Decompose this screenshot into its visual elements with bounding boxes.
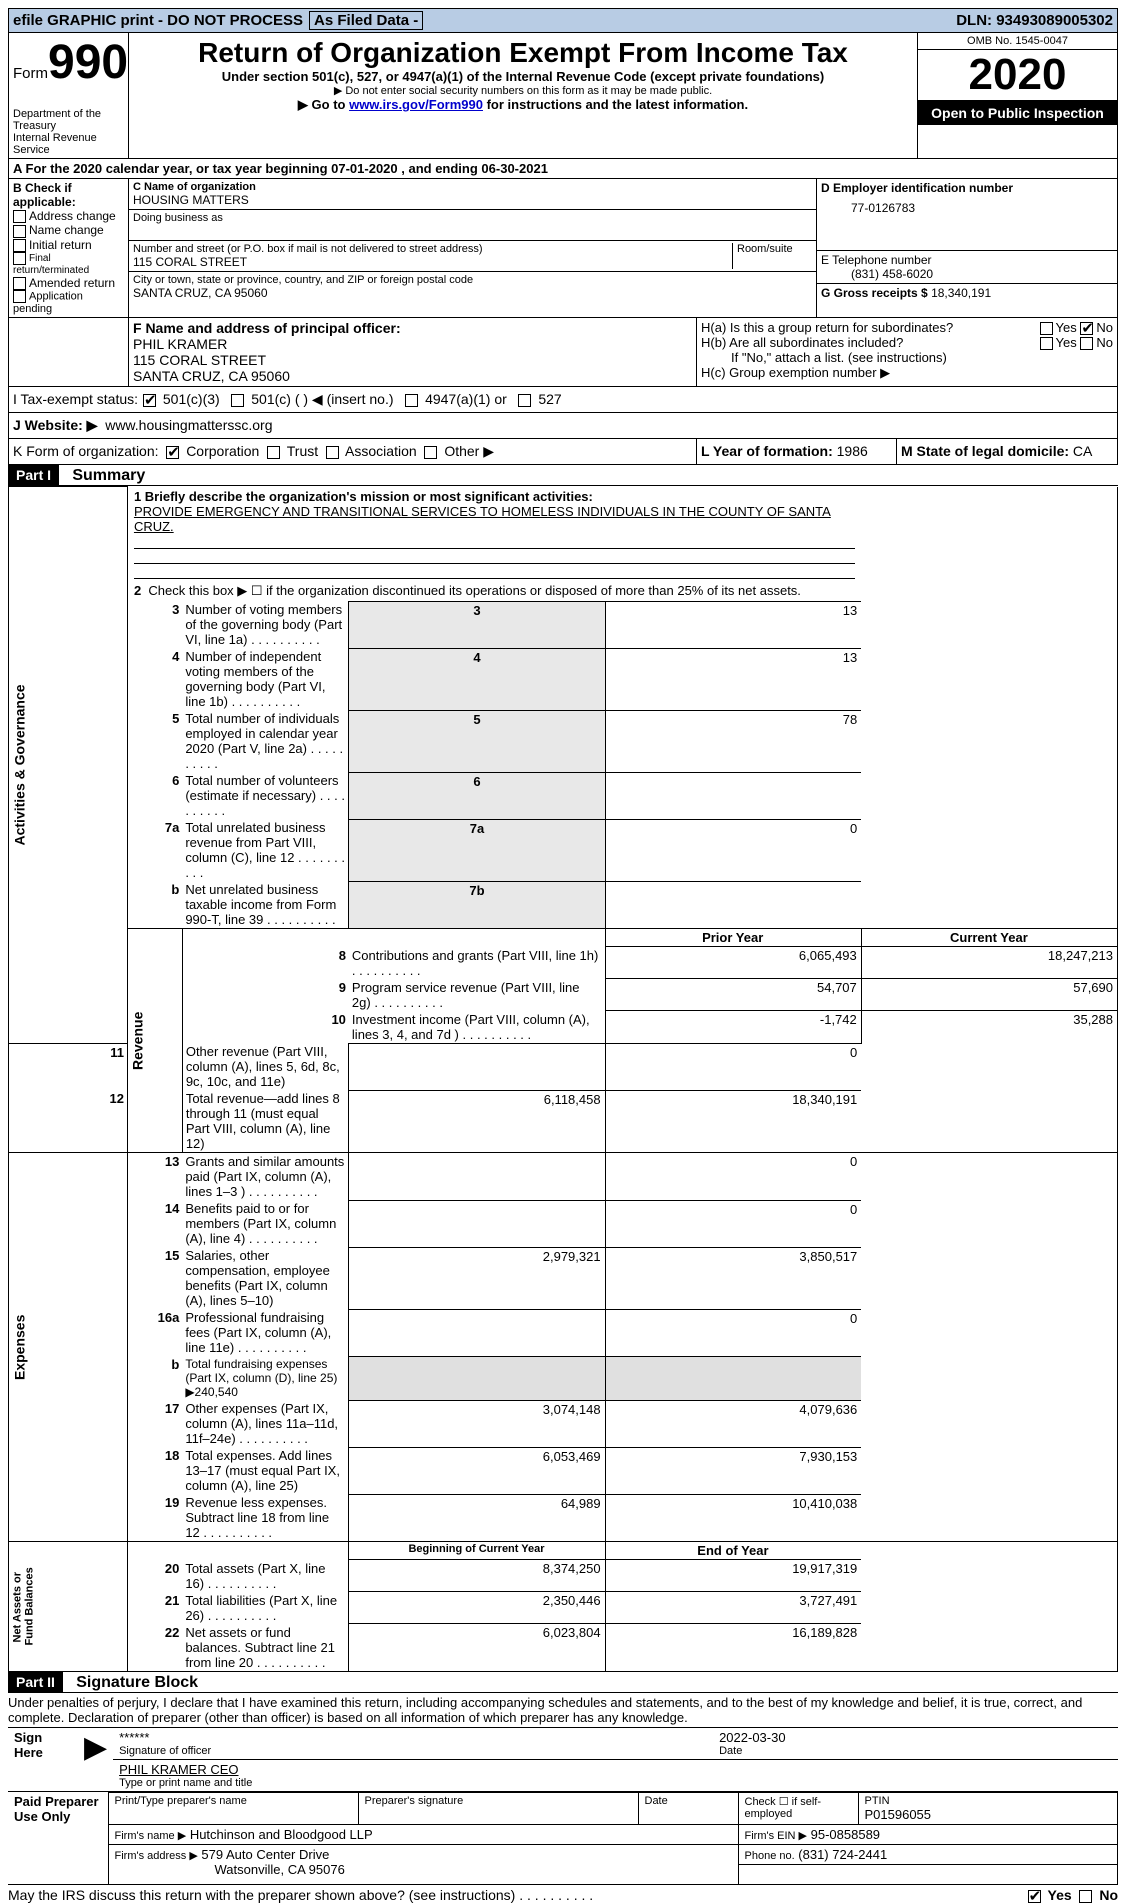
- boy-header: Beginning of Current Year: [349, 1542, 605, 1560]
- vtab-revenue: Revenue: [127, 929, 182, 1153]
- summary-row: 5Total number of individuals employed in…: [9, 710, 1118, 772]
- check-4947[interactable]: 4947(a)(1) or: [405, 391, 507, 408]
- perjury-declaration: Under penalties of perjury, I declare th…: [8, 1693, 1118, 1728]
- dln: DLN: 93493089005302: [956, 12, 1113, 29]
- check-527[interactable]: 527: [518, 391, 561, 408]
- subtitle-2: ▶ Do not enter social security numbers o…: [133, 84, 913, 97]
- summary-row: 22Net assets or fund balances. Subtract …: [9, 1624, 1118, 1672]
- mission-text: PROVIDE EMERGENCY AND TRANSITIONAL SERVI…: [134, 504, 855, 534]
- discuss-no[interactable]: No: [1079, 1887, 1118, 1903]
- efile-text: efile GRAPHIC print - DO NOT PROCESS: [13, 12, 303, 29]
- sign-here-block: Sign Here ▶ ****** Signature of officer …: [8, 1728, 1118, 1792]
- summary-row: bTotal fundraising expenses (Part IX, co…: [9, 1356, 1118, 1400]
- dept-label: Department of the Treasury Internal Reve…: [13, 108, 124, 156]
- current-year-header: Current Year: [861, 929, 1117, 947]
- h-b-yes[interactable]: Yes: [1040, 335, 1077, 350]
- arrow-icon: ▶: [78, 1728, 113, 1792]
- form-title: Return of Organization Exempt From Incom…: [133, 37, 913, 69]
- form-number: Form990: [13, 35, 124, 90]
- efile-topbar: efile GRAPHIC print - DO NOT PROCESS As …: [8, 8, 1118, 33]
- org-name-cell: C Name of organization HOUSING MATTERS: [129, 179, 816, 210]
- asfiled-box: As Filed Data -: [309, 11, 423, 30]
- checkbox-final-return[interactable]: Final return/terminated: [13, 252, 124, 276]
- h-a-yes[interactable]: Yes: [1040, 320, 1077, 335]
- k-l-m-row: K Form of organization: Corporation Trus…: [8, 439, 1118, 465]
- summary-row: 6Total number of volunteers (estimate if…: [9, 772, 1118, 819]
- section-f: F Name and address of principal officer:…: [129, 318, 697, 386]
- checkbox-initial-return[interactable]: Initial return: [13, 238, 124, 252]
- paid-preparer-block: Paid Preparer Use Only Print/Type prepar…: [8, 1792, 1118, 1885]
- summary-row: 21Total liabilities (Part X, line 26)2,3…: [9, 1592, 1118, 1624]
- part1-header: Part I Summary: [8, 465, 1118, 486]
- ein-cell: D Employer identification number 77-0126…: [817, 179, 1117, 251]
- street-cell: Number and street (or P.O. box if mail i…: [129, 241, 816, 272]
- tax-year: 2020: [918, 50, 1117, 101]
- section-b: B Check if applicable: Address change Na…: [9, 179, 129, 317]
- vtab-expenses: Expenses: [9, 1153, 128, 1542]
- section-h: H(a) Is this a group return for subordin…: [697, 318, 1117, 386]
- city-cell: City or town, state or province, country…: [129, 272, 816, 302]
- summary-row: 17Other expenses (Part IX, column (A), l…: [9, 1400, 1118, 1447]
- check-other[interactable]: Other ▶: [424, 443, 494, 459]
- summary-row: 19Revenue less expenses. Subtract line 1…: [9, 1494, 1118, 1542]
- f-h-row: F Name and address of principal officer:…: [8, 318, 1118, 387]
- eoy-header: End of Year: [605, 1542, 861, 1560]
- summary-row: 3 Number of voting members of the govern…: [9, 601, 1118, 648]
- summary-row: 16aProfessional fundraising fees (Part I…: [9, 1309, 1118, 1356]
- checkbox-name-change[interactable]: Name change: [13, 223, 124, 237]
- summary-row: 4Number of independent voting members of…: [9, 648, 1118, 710]
- summary-row: 14Benefits paid to or for members (Part …: [9, 1200, 1118, 1247]
- check-501c3[interactable]: 501(c)(3): [143, 391, 220, 408]
- summary-row: bNet unrelated business taxable income f…: [9, 881, 1118, 929]
- summary-row: 20Total assets (Part X, line 16)8,374,25…: [9, 1560, 1118, 1592]
- form-header: Form990 Department of the Treasury Inter…: [8, 33, 1118, 159]
- prior-year-header: Prior Year: [605, 929, 861, 947]
- info-grid: B Check if applicable: Address change Na…: [8, 179, 1118, 318]
- vtab-net-assets: Net Assets or Fund Balances: [9, 1542, 128, 1672]
- omb-number: OMB No. 1545-0047: [918, 33, 1117, 50]
- summary-row: 15Salaries, other compensation, employee…: [9, 1247, 1118, 1309]
- summary-row: 18Total expenses. Add lines 13–17 (must …: [9, 1447, 1118, 1494]
- summary-row: 7aTotal unrelated business revenue from …: [9, 819, 1118, 881]
- check-corp[interactable]: Corporation: [166, 443, 259, 459]
- dba-cell: Doing business as: [129, 210, 816, 241]
- section-i: I Tax-exempt status: 501(c)(3) 501(c) ( …: [8, 387, 1118, 413]
- check-trust[interactable]: Trust: [267, 443, 318, 459]
- vtab-activities-governance: Activities & Governance: [9, 487, 128, 1044]
- gross-receipts-cell: G Gross receipts $ 18,340,191: [817, 284, 1117, 302]
- discuss-row: May the IRS discuss this return with the…: [8, 1885, 1118, 1903]
- line-1-label: 1 Briefly describe the organization's mi…: [134, 489, 855, 504]
- subtitle-3: ▶ Go to www.irs.gov/Form990 for instruct…: [133, 97, 913, 113]
- irs-link[interactable]: www.irs.gov/Form990: [349, 97, 483, 112]
- check-assoc[interactable]: Association: [326, 443, 417, 459]
- summary-table: Activities & Governance 1 Briefly descri…: [8, 486, 1118, 1672]
- line-a: A For the 2020 calendar year, or tax yea…: [8, 159, 1118, 179]
- discuss-yes[interactable]: Yes: [1028, 1887, 1072, 1903]
- subtitle-1: Under section 501(c), 527, or 4947(a)(1)…: [133, 69, 913, 84]
- phone-cell: E Telephone number (831) 458-6020: [817, 251, 1117, 284]
- h-b-no[interactable]: No: [1080, 335, 1113, 350]
- h-a-no[interactable]: No: [1080, 320, 1113, 335]
- checkbox-address-change[interactable]: Address change: [13, 209, 124, 223]
- checkbox-application-pending[interactable]: Application pending: [13, 290, 124, 315]
- section-j: J Website: ▶ www.housingmatterssc.org: [8, 413, 1118, 439]
- part2-header: Part II Signature Block: [8, 1672, 1118, 1693]
- checkbox-amended-return[interactable]: Amended return: [13, 276, 124, 290]
- check-501c[interactable]: 501(c) ( ) ◀ (insert no.): [231, 391, 393, 408]
- open-inspection: Open to Public Inspection: [918, 101, 1117, 125]
